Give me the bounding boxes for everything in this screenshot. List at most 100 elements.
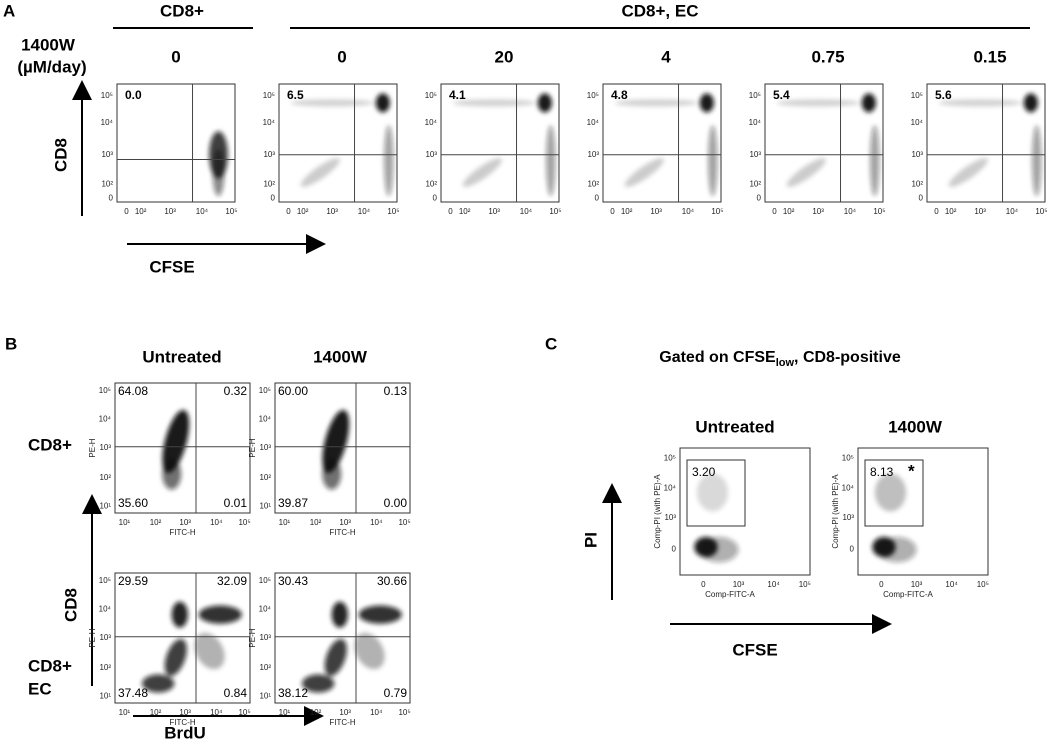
axis-label: PI	[581, 532, 600, 548]
gate	[686, 459, 746, 527]
row-label: CD8+	[28, 435, 72, 454]
y-tick-label: 10⁵	[263, 91, 275, 100]
axis-label: CD8	[51, 138, 70, 172]
y-tick-label: 0	[850, 545, 855, 554]
y-tick-label: 10¹	[259, 692, 271, 701]
y-tick-label: 10²	[749, 179, 761, 188]
quadrant-value: 30.43	[278, 574, 308, 588]
x-tick-label: 10⁴	[196, 207, 209, 216]
event-density	[290, 99, 374, 107]
x-tick-label: 10⁴	[844, 207, 857, 216]
x-tick-label: 0	[701, 580, 706, 589]
y-tick-label: 0	[433, 194, 438, 203]
x-tick-label: 10⁴	[370, 708, 383, 717]
y-tick-label: 0	[919, 194, 924, 203]
y-tick-label: 10³	[263, 150, 275, 159]
event-density	[322, 458, 342, 490]
y-tick-label: 10⁵	[101, 91, 113, 100]
y-tick-label: 10⁵	[749, 91, 761, 100]
event-density	[164, 638, 187, 677]
x-tick-label: 10⁴	[210, 708, 223, 717]
event-density	[708, 125, 718, 197]
y-tick-label: 10⁵	[99, 386, 111, 395]
y-tick-label: 10⁵	[842, 453, 854, 462]
event-density	[614, 99, 698, 107]
quadrant-value: 38.12	[278, 686, 308, 700]
x-tick-label: 0	[610, 207, 615, 216]
x-tick-label: 0	[934, 207, 939, 216]
event-density	[331, 601, 348, 628]
x-tick-label: 10³	[326, 207, 338, 216]
event-cloud	[614, 93, 718, 197]
y-tick-label: 10²	[259, 663, 271, 672]
event-density	[870, 125, 880, 197]
x-tick-label: 10³	[339, 518, 351, 527]
x-tick-label: 10⁵	[711, 207, 723, 216]
event-cloud	[872, 473, 917, 563]
y-tick-label: 10⁵	[664, 453, 676, 462]
event-density	[861, 93, 876, 113]
plot-axis-label: PE-H	[88, 438, 97, 457]
x-tick-label: 10³	[164, 207, 176, 216]
x-tick-label: 10³	[733, 580, 745, 589]
panel-label: B	[5, 334, 17, 353]
quadrant-value: 37.48	[118, 686, 148, 700]
panel-title: Gated on CFSElow, CD8-positive	[659, 349, 901, 369]
event-cloud	[162, 409, 190, 490]
y-tick-label: 10²	[587, 179, 599, 188]
event-cloud	[209, 131, 228, 197]
event-density	[162, 458, 182, 490]
plot-axis-label: Comp-PI (with PE)-A	[831, 474, 840, 549]
quadrant-value: 60.00	[278, 384, 308, 398]
axis-label: CD8	[61, 588, 80, 622]
x-tick-label: 10⁵	[387, 207, 399, 216]
event-density	[452, 99, 536, 107]
dose-label: 0	[171, 47, 180, 66]
x-tick-label: 10²	[150, 518, 162, 527]
y-tick-label: 10³	[99, 443, 111, 452]
y-tick-label: 10⁴	[99, 605, 112, 614]
y-tick-label: 10⁴	[99, 415, 112, 424]
x-tick-label: 10³	[179, 518, 191, 527]
y-tick-label: 10²	[99, 473, 111, 482]
y-tick-label: 10¹	[259, 502, 271, 511]
event-density	[324, 638, 347, 677]
y-tick-label: 10³	[259, 633, 271, 642]
x-tick-label: 0	[286, 207, 291, 216]
event-density	[537, 93, 552, 113]
x-tick-label: 10²	[135, 207, 147, 216]
quadrant-value: 30.66	[377, 574, 407, 588]
dose-label: 0	[337, 47, 346, 66]
axis-label: BrdU	[164, 723, 206, 742]
x-tick-label: 10⁵	[238, 708, 250, 717]
event-density	[198, 605, 242, 624]
x-tick-label: 10⁴	[945, 580, 958, 589]
y-tick-label: 0	[109, 194, 114, 203]
y-tick-label: 10⁵	[587, 91, 599, 100]
x-tick-label: 10⁵	[398, 518, 410, 527]
y-tick-label: 10⁵	[259, 576, 271, 585]
y-tick-label: 10¹	[99, 692, 111, 701]
y-tick-label: 10⁴	[664, 484, 677, 493]
x-tick-label: 10²	[150, 708, 162, 717]
y-tick-label: 10³	[749, 150, 761, 159]
event-density	[699, 536, 739, 563]
event-density	[142, 674, 175, 693]
y-tick-label: 10³	[101, 150, 113, 159]
quadrant-value: 0.00	[384, 496, 408, 510]
quadrant-value: 4.8	[611, 88, 628, 102]
y-tick-label: 10²	[263, 179, 275, 188]
plot-axis-label: FITC-H	[329, 718, 355, 727]
event-density	[546, 125, 556, 197]
y-tick-label: 10³	[842, 513, 854, 522]
x-tick-label: 10⁴	[1006, 207, 1019, 216]
x-tick-label: 10⁵	[398, 708, 410, 717]
event-density	[462, 158, 502, 187]
plot-axis-label: Comp-PI (with PE)-A	[653, 474, 662, 549]
plot-axis-label: PE-H	[88, 628, 97, 647]
x-tick-label: 10³	[488, 207, 500, 216]
y-tick-label: 10¹	[99, 502, 111, 511]
column-label: 1400W	[888, 417, 943, 436]
y-tick-label: 0	[757, 194, 762, 203]
y-tick-label: 10²	[99, 663, 111, 672]
